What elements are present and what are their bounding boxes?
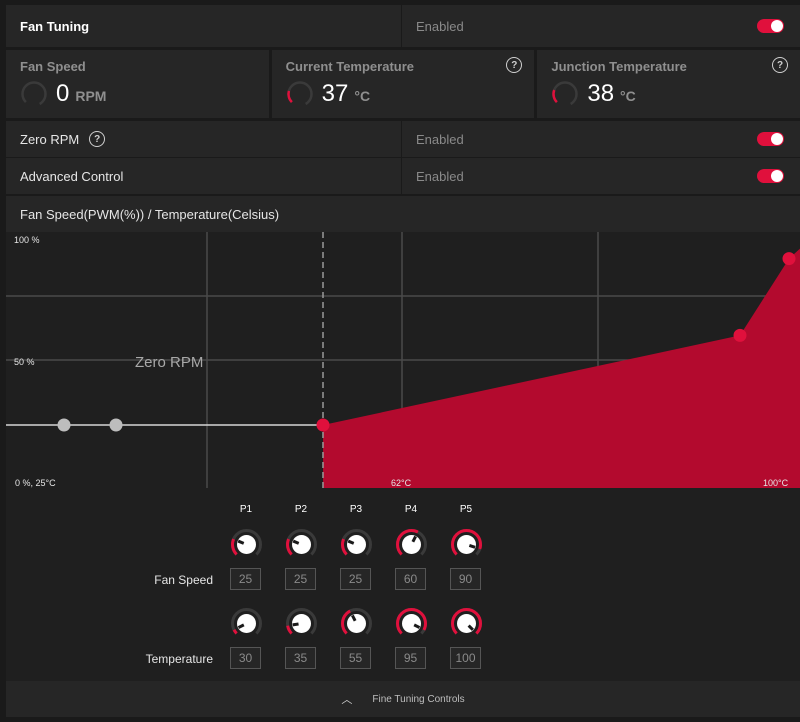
fan-speed-gauge-icon <box>21 81 47 107</box>
current-temperature-stat: Current Temperature ? 37 °C <box>271 50 535 118</box>
curve-point-4[interactable] <box>733 328 747 342</box>
temperature-knob-p3[interactable] <box>340 607 373 640</box>
fan-curve-area <box>323 248 800 488</box>
point-controls: Fan Speed Temperature P1 25 30 P2 25 35 P3 25 55… <box>6 488 800 681</box>
fan-tuning-row: Fan Tuning Enabled <box>6 5 800 47</box>
fan-tuning-status: Enabled <box>416 18 464 34</box>
fan-speed-label: Fan Speed <box>20 59 86 74</box>
fan-speed-input-p3[interactable]: 25 <box>340 568 371 590</box>
curve-point-3[interactable] <box>316 418 330 432</box>
fan-speed-input-p4[interactable]: 60 <box>395 568 426 590</box>
junction-temperature-label: Junction Temperature <box>551 59 687 74</box>
fan-speed-knob-p3[interactable] <box>340 528 373 561</box>
temperature-input-p2[interactable]: 35 <box>285 647 316 669</box>
curve-point-2[interactable] <box>109 418 123 432</box>
zero-rpm-toggle[interactable] <box>757 132 784 146</box>
zero-rpm-chart-label: Zero RPM <box>135 354 203 371</box>
help-icon[interactable]: ? <box>506 57 523 73</box>
fan-speed-stat: Fan Speed 0 RPM <box>6 50 269 118</box>
fan-tuning-toggle[interactable] <box>757 19 784 33</box>
temperature-knob-p5[interactable] <box>450 607 483 640</box>
junction-temperature-unit: °C <box>620 88 636 104</box>
chart-title: Fan Speed(PWM(%)) / Temperature(Celsius) <box>20 206 280 222</box>
current-temperature-gauge-icon <box>286 81 313 107</box>
temperature-input-p3[interactable]: 55 <box>340 647 371 669</box>
point-label-p5: P5 <box>459 504 473 515</box>
x-axis-max-label: 100°C <box>763 478 789 488</box>
help-icon[interactable]: ? <box>89 131 106 147</box>
fan-speed-row-label: Fan Speed <box>154 573 213 587</box>
point-label-p2: P2 <box>294 504 308 515</box>
temperature-knob-p2[interactable] <box>285 607 318 640</box>
fan-speed-knob-p4[interactable] <box>395 528 428 561</box>
zero-rpm-status: Enabled <box>416 131 464 147</box>
advanced-control-row: Advanced Control Enabled <box>6 158 800 194</box>
current-temperature-unit: °C <box>354 88 371 104</box>
stats-panel: Fan Speed 0 RPM Current Temperature ? 37… <box>6 50 800 118</box>
chart-header: Fan Speed(PWM(%)) / Temperature(Celsius) <box>6 196 800 232</box>
fan-speed-input-p2[interactable]: 25 <box>285 568 316 590</box>
point-label-p4: P4 <box>404 504 418 515</box>
fan-curve-chart[interactable]: 100 % 50 % 0 %, 25°C 62°C 100°C Zero RPM <box>6 232 800 488</box>
fan-speed-value: 0 <box>56 80 70 107</box>
y-axis-top-label: 100 % <box>14 235 40 245</box>
temperature-input-p5[interactable]: 100 <box>450 647 481 669</box>
y-axis-mid-label: 50 % <box>14 357 35 367</box>
fan-speed-knob-p2[interactable] <box>285 528 318 561</box>
chevron-up-icon: ︿ <box>341 694 353 706</box>
point-label-p1: P1 <box>239 504 253 515</box>
point-label-p3: P3 <box>349 504 363 515</box>
zero-rpm-row: Zero RPM ? Enabled <box>6 121 800 157</box>
advanced-control-status: Enabled <box>416 168 464 184</box>
junction-temperature-gauge-icon <box>552 81 579 107</box>
temperature-knob-p4[interactable] <box>395 607 428 640</box>
curve-point-1[interactable] <box>57 418 71 432</box>
fan-speed-input-p1[interactable]: 25 <box>230 568 261 590</box>
help-icon[interactable]: ? <box>772 57 789 73</box>
x-axis-mid-label: 62°C <box>391 478 412 488</box>
temperature-input-p4[interactable]: 95 <box>395 647 426 669</box>
temperature-knob-p1[interactable] <box>230 607 263 640</box>
zero-rpm-label: Zero RPM <box>20 131 80 147</box>
advanced-control-label: Advanced Control <box>20 168 124 184</box>
temperature-input-p1[interactable]: 30 <box>230 647 261 669</box>
current-temperature-value: 37 <box>321 80 349 107</box>
temperature-row-label: Temperature <box>145 652 213 666</box>
origin-label: 0 %, 25°C <box>15 478 56 488</box>
current-temperature-label: Current Temperature <box>285 59 415 74</box>
curve-point-5[interactable] <box>782 252 796 266</box>
fan-tuning-title: Fan Tuning <box>20 18 90 34</box>
fine-tuning-controls-label: Fine Tuning Controls <box>372 693 465 705</box>
junction-temperature-value: 38 <box>587 80 615 107</box>
fan-speed-input-p5[interactable]: 90 <box>450 568 481 590</box>
advanced-control-toggle[interactable] <box>757 169 784 183</box>
fan-speed-knob-p5[interactable] <box>450 528 483 561</box>
fan-speed-knob-p1[interactable] <box>230 528 263 561</box>
fan-speed-unit: RPM <box>75 88 107 104</box>
junction-temperature-stat: Junction Temperature ? 38 °C <box>537 50 800 118</box>
fine-tuning-controls-toggle[interactable]: ︿ Fine Tuning Controls <box>6 681 800 717</box>
